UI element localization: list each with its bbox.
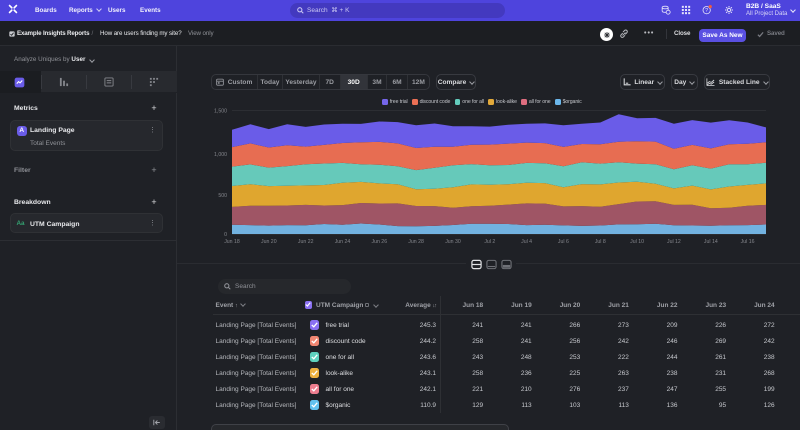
svg-text:Jul 10: Jul 10: [630, 239, 644, 245]
svg-text:Jul 14: Jul 14: [704, 239, 718, 245]
svg-text:Jun 24: Jun 24: [335, 239, 351, 245]
svg-text:500: 500: [218, 193, 227, 199]
svg-text:0: 0: [224, 232, 227, 238]
svg-text:Jun 28: Jun 28: [408, 239, 424, 245]
svg-text:Jul 2: Jul 2: [484, 239, 495, 245]
svg-text:?: ?: [705, 8, 708, 14]
svg-text:Jun 20: Jun 20: [261, 239, 277, 245]
svg-text:Jul 4: Jul 4: [521, 239, 532, 245]
svg-text:Jun 26: Jun 26: [372, 239, 388, 245]
svg-text:1,500: 1,500: [214, 109, 227, 115]
svg-text:Jul 8: Jul 8: [595, 239, 606, 245]
svg-text:Jul 16: Jul 16: [741, 239, 755, 245]
svg-text:Jul 6: Jul 6: [558, 239, 569, 245]
svg-text:1,000: 1,000: [214, 152, 227, 158]
svg-text:Jul 12: Jul 12: [667, 239, 681, 245]
svg-text:Jun 18: Jun 18: [224, 239, 240, 245]
svg-text:Jun 22: Jun 22: [298, 239, 314, 245]
svg-text:Jun 30: Jun 30: [445, 239, 461, 245]
